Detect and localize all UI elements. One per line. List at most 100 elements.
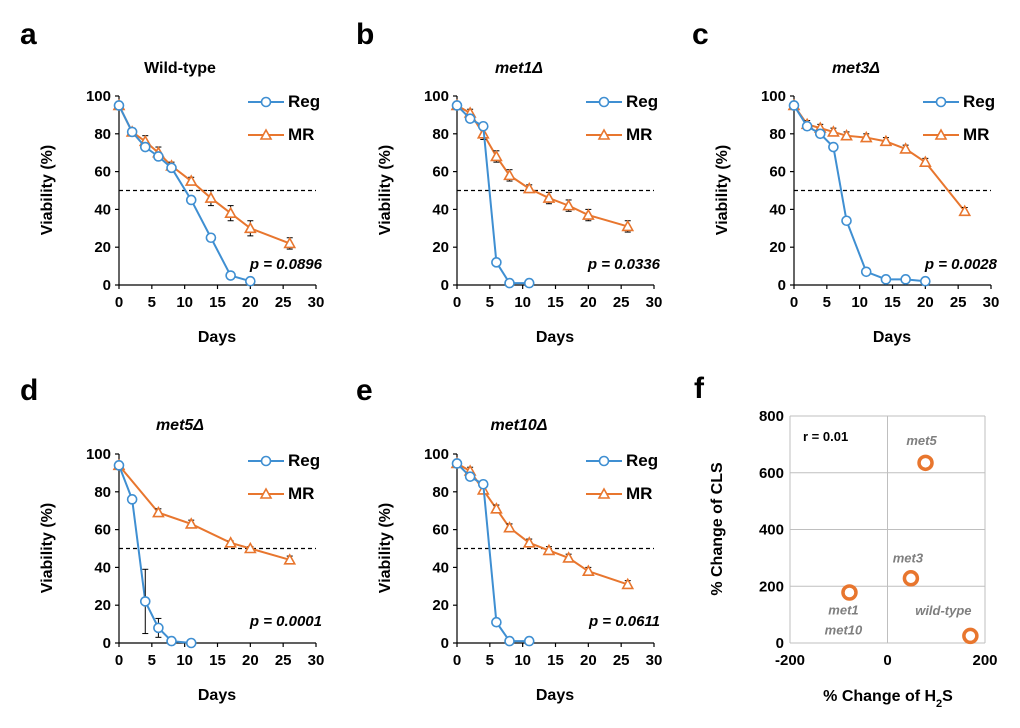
panel-title: met3Δ xyxy=(832,60,880,77)
series-line-reg xyxy=(118,105,251,283)
x-tick-label: 25 xyxy=(275,652,292,669)
panel-title: met5Δ xyxy=(156,417,204,434)
series-line-reg xyxy=(793,104,926,283)
data-point-mr xyxy=(958,204,972,217)
series-line-mr xyxy=(118,105,291,245)
data-point-mr xyxy=(152,505,165,518)
data-point-reg xyxy=(828,141,839,153)
legend-mr-marker xyxy=(597,128,611,140)
panel-e: e met10Δ Days Viability (%) p = 0.0611 R… xyxy=(356,374,662,704)
data-point-reg xyxy=(464,113,476,124)
y-tick-label: 20 xyxy=(432,597,449,614)
series-line-reg xyxy=(118,464,192,644)
data-point-mr xyxy=(490,502,503,514)
x-tick-label: 10 xyxy=(514,652,531,669)
y-tick-label: 80 xyxy=(94,126,111,143)
scatter-point-met3 xyxy=(902,570,920,587)
y-tick-label: 0 xyxy=(778,277,786,294)
data-point-reg xyxy=(166,635,177,647)
x-tick-label: 0 xyxy=(453,652,461,669)
legend-mr-marker xyxy=(259,487,273,499)
panel-a: a Wild-type Days Viability (%) p = 0.089… xyxy=(20,18,324,346)
data-point-reg xyxy=(920,275,931,287)
x-tick-label: 0 xyxy=(883,652,891,669)
data-point-mr xyxy=(184,174,198,186)
legend-reg-marker xyxy=(260,96,272,108)
series-line-mr xyxy=(793,104,966,212)
x-label-part: S xyxy=(942,688,953,705)
panel-title: met1Δ xyxy=(495,60,543,77)
data-point-mr xyxy=(522,181,536,194)
data-point-reg xyxy=(491,616,502,628)
legend-reg-marker xyxy=(260,455,272,467)
y-tick-label: 40 xyxy=(432,559,449,576)
data-point-reg xyxy=(788,100,800,111)
data-point-reg xyxy=(113,460,125,471)
x-tick-label: 15 xyxy=(547,294,564,311)
y-axis-label: Viability (%) xyxy=(714,145,731,235)
data-point-reg xyxy=(880,274,892,285)
data-point-mr xyxy=(503,168,516,181)
x-tick-label: 20 xyxy=(242,294,259,311)
x-tick-label: 15 xyxy=(884,294,901,311)
legend-mr-label: MR xyxy=(288,125,314,144)
x-tick-label: 5 xyxy=(148,652,156,669)
x-tick-label: 0 xyxy=(790,294,798,311)
panel-b: b met1Δ Days Viability (%) p = 0.0336 Re… xyxy=(356,18,662,346)
legend-reg-marker xyxy=(935,96,947,108)
scatter-point-label: wild-type xyxy=(915,603,971,618)
x-tick-label: 5 xyxy=(486,652,494,669)
panel-letter: f xyxy=(694,372,705,405)
data-point-mr xyxy=(899,142,912,154)
scatter-point-label: met1 xyxy=(828,602,858,617)
data-point-reg xyxy=(185,194,197,206)
legend-mr-marker xyxy=(597,487,611,499)
x-tick-label: 5 xyxy=(823,294,831,311)
legend-mr-label: MR xyxy=(963,125,989,144)
data-point-mr xyxy=(542,191,556,203)
y-tick-label: 100 xyxy=(761,88,786,105)
data-point-mr xyxy=(879,134,893,147)
data-point-reg xyxy=(491,257,502,268)
scatter-point-wild-type xyxy=(962,627,979,645)
x-tick-label: 25 xyxy=(613,294,630,311)
x-tick-label: 10 xyxy=(514,294,531,311)
x-axis-label: % Change of H2S xyxy=(823,688,953,710)
x-tick-label: 25 xyxy=(275,294,292,311)
legend-reg-marker xyxy=(598,96,610,108)
y-tick-label: 20 xyxy=(432,239,449,256)
data-point-reg xyxy=(126,126,138,138)
x-tick-label: 0 xyxy=(453,294,461,311)
x-axis-label: Days xyxy=(536,687,574,704)
scatter-point-label: met10 xyxy=(825,622,863,637)
x-tick-label: 5 xyxy=(486,294,494,311)
data-point-mr xyxy=(283,236,297,249)
legend-mr-marker xyxy=(259,128,273,140)
y-tick-label: 40 xyxy=(94,559,111,576)
y-tick-label: 600 xyxy=(759,465,784,482)
data-point-mr xyxy=(581,208,595,220)
x-tick-label: 20 xyxy=(580,294,597,311)
data-point-reg xyxy=(139,141,151,153)
series-line-reg xyxy=(456,104,530,285)
y-tick-label: 0 xyxy=(441,635,449,652)
x-label-subscript: 2 xyxy=(936,698,942,710)
y-tick-label: 0 xyxy=(103,277,111,294)
y-tick-label: 80 xyxy=(432,484,449,501)
data-point-reg xyxy=(523,635,535,647)
p-value: p = 0.0336 xyxy=(587,256,661,273)
y-tick-label: 40 xyxy=(769,201,786,218)
panel-c: c met3Δ Days Viability (%) p = 0.0028 Re… xyxy=(692,18,999,346)
legend-mr-label: MR xyxy=(626,484,652,503)
y-tick-label: 80 xyxy=(769,126,786,143)
data-point-reg xyxy=(139,596,151,607)
data-point-mr xyxy=(184,517,198,529)
data-point-reg xyxy=(841,215,852,227)
p-value: p = 0.0896 xyxy=(249,256,323,273)
data-point-reg xyxy=(523,277,535,289)
panel-d: d met5Δ Days Viability (%) p = 0.0001 Re… xyxy=(20,374,324,704)
panel-letter: a xyxy=(20,18,37,51)
data-point-mr xyxy=(503,521,516,533)
y-tick-label: 60 xyxy=(432,522,449,539)
